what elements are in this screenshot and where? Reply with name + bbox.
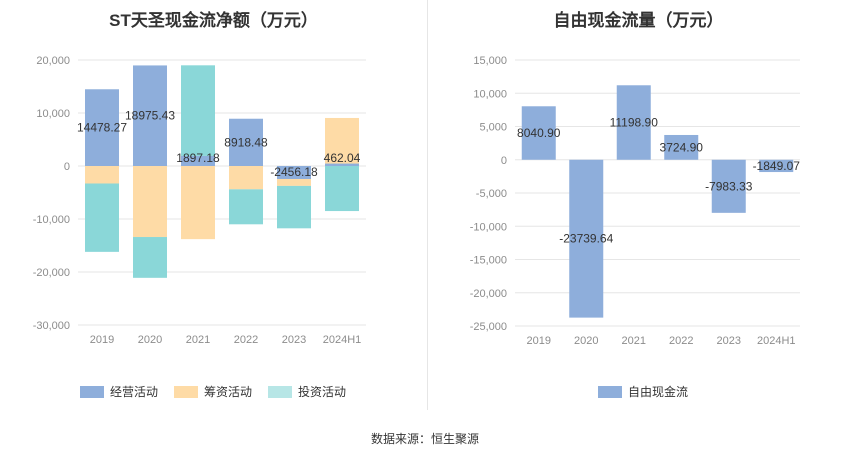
right-xtick-label: 2023 bbox=[717, 335, 741, 347]
right-ytick-label: 5,000 bbox=[479, 122, 507, 134]
left-bar-投资活动-2019 bbox=[85, 183, 119, 252]
left-xtick-label: 2024H1 bbox=[323, 334, 362, 346]
right-bar-自由现金流-2019 bbox=[521, 106, 556, 160]
data-source: 数据来源：恒生聚源 bbox=[370, 432, 479, 446]
right-data-label: 3724.90 bbox=[660, 140, 704, 154]
left-xtick-label: 2020 bbox=[138, 334, 162, 346]
right-ytick-label: -5,000 bbox=[476, 188, 507, 200]
right-ytick-label: -20,000 bbox=[470, 288, 507, 300]
right-xtick-label: 2020 bbox=[574, 335, 598, 347]
right-legend: 自由现金流 bbox=[598, 383, 688, 400]
legend-swatch-financing bbox=[174, 385, 199, 398]
left-data-label: 1897.18 bbox=[176, 151, 220, 165]
left-xtick-label: 2022 bbox=[234, 334, 258, 346]
left-bar-筹资活动-2020 bbox=[133, 166, 167, 238]
right-data-label: -1849.07 bbox=[753, 159, 801, 173]
panel-divider bbox=[427, 0, 428, 410]
left-xtick-label: 2023 bbox=[282, 334, 306, 346]
left-ytick-label: -30,000 bbox=[33, 320, 70, 332]
left-bar-投资活动-2023 bbox=[277, 185, 311, 229]
legend-label-operating: 经营活动 bbox=[110, 385, 159, 399]
right-xtick-label: 2019 bbox=[527, 335, 551, 347]
right-xtick-label: 2021 bbox=[622, 335, 646, 347]
right-ytick-label: -15,000 bbox=[470, 255, 507, 267]
right-ytick-label: 15,000 bbox=[473, 55, 507, 67]
right-data-label: -7983.33 bbox=[705, 179, 753, 193]
left-bar-经营活动-2019 bbox=[85, 89, 119, 166]
legend-swatch-operating bbox=[80, 385, 104, 398]
right-bar-自由现金流-2020 bbox=[569, 159, 604, 318]
left-ytick-label: -20,000 bbox=[33, 267, 70, 279]
left-data-label: 14478.27 bbox=[77, 121, 127, 135]
left-xtick-label: 2021 bbox=[186, 334, 210, 346]
left-bar-筹资活动-2022 bbox=[229, 166, 263, 190]
left-bar-经营活动-2024H1 bbox=[325, 163, 359, 166]
left-data-label: 18975.43 bbox=[125, 109, 175, 123]
left-bar-投资活动-2020 bbox=[133, 237, 167, 278]
right-data-label: -23739.64 bbox=[559, 232, 613, 246]
left-ytick-label: 0 bbox=[64, 161, 70, 173]
left-ytick-label: 20,000 bbox=[36, 55, 70, 67]
right-bar-自由现金流-2022 bbox=[664, 134, 699, 160]
left-data-label: -2456.18 bbox=[270, 165, 318, 179]
left-bar-筹资活动-2024H1 bbox=[325, 117, 359, 164]
legend-label-investing: 投资活动 bbox=[298, 385, 347, 399]
left-data-label: 462.04 bbox=[324, 151, 361, 165]
left-bar-经营活动-2023 bbox=[277, 166, 311, 180]
left-bar-筹资活动-2021 bbox=[181, 166, 215, 240]
left-bar-筹资活动-2023 bbox=[277, 179, 311, 186]
left-bar-投资活动-2024H1 bbox=[325, 166, 359, 212]
left-bar-经营活动-2021 bbox=[181, 155, 215, 166]
right-bar-自由现金流-2021 bbox=[616, 85, 651, 160]
left-bar-投资活动-2021 bbox=[181, 65, 215, 156]
right-ytick-label: 10,000 bbox=[473, 88, 507, 100]
left-ytick-label: -10,000 bbox=[33, 214, 70, 226]
left-ytick-label: 10,000 bbox=[36, 108, 70, 120]
right-ytick-label: 0 bbox=[501, 155, 507, 167]
left-chart-title: ST天圣现金流净额（万元） bbox=[109, 11, 318, 30]
left-xtick-label: 2019 bbox=[90, 334, 114, 346]
right-ytick-label: -25,000 bbox=[470, 321, 507, 333]
legend-swatch-investing bbox=[268, 385, 293, 398]
right-bar-自由现金流-2024H1 bbox=[759, 159, 794, 173]
left-bar-投资活动-2022 bbox=[229, 189, 263, 225]
right-data-label: 11198.90 bbox=[610, 116, 659, 130]
left-data-label: 8918.48 bbox=[224, 135, 268, 149]
left-legend: 经营活动 筹资活动 投资活动 bbox=[80, 383, 346, 400]
left-bar-筹资活动-2019 bbox=[85, 166, 119, 184]
left-bar-经营活动-2020 bbox=[133, 65, 167, 166]
left-bar-经营活动-2022 bbox=[229, 118, 263, 166]
legend-swatch-free-cash-flow bbox=[598, 385, 622, 398]
right-xtick-label: 2024H1 bbox=[757, 335, 796, 347]
right-xtick-label: 2022 bbox=[669, 335, 693, 347]
legend-label-financing: 筹资活动 bbox=[204, 385, 253, 399]
right-bar-自由现金流-2023 bbox=[711, 159, 746, 213]
right-chart-title: 自由现金流量（万元） bbox=[553, 11, 724, 30]
right-ytick-label: -10,000 bbox=[470, 221, 507, 233]
legend-label-free-cash-flow: 自由现金流 bbox=[628, 385, 689, 399]
right-data-label: 8040.90 bbox=[517, 126, 561, 140]
